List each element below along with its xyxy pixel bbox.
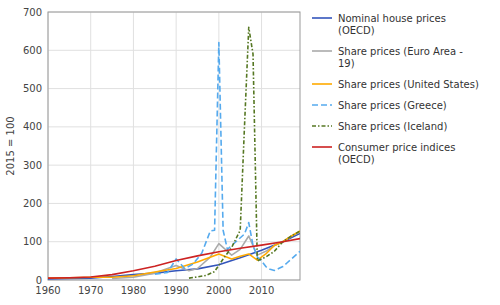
grid-line [261,12,262,280]
x-tick-label: 2010 [249,285,274,296]
grid-line [48,50,300,51]
y-axis-label: 2015 = 100 [5,116,16,175]
legend-swatch [312,104,332,106]
x-tick-label: 1980 [121,285,146,296]
legend-label: Nominal house prices(OECD) [338,13,446,36]
y-tick-label: 400 [23,121,42,132]
y-tick-label: 500 [23,83,42,94]
legend-label: Share prices (Greece) [338,100,447,111]
y-tick-label: 200 [23,198,42,209]
series-line [48,231,300,278]
legend-label: Consumer price indices(OECD) [338,142,455,165]
legend: Nominal house prices(OECD)Share prices (… [312,13,479,165]
legend-swatch [312,83,332,85]
series-line [189,27,300,278]
grid-line [48,126,300,127]
legend-swatch [312,17,332,19]
grid-line [48,241,300,242]
grid-line [90,12,91,280]
y-tick-label: 600 [23,45,42,56]
legend-label-line: Share prices (Iceland) [338,121,447,132]
x-tick-label: 1970 [78,285,103,296]
grid-line [48,88,300,89]
legend-label-line: Share prices (United States) [338,79,479,90]
legend-label: Share prices (Euro Area -19) [338,46,463,69]
legend-label-line: (OECD) [338,154,375,165]
series-line [155,43,300,275]
grid-line [133,12,134,280]
series-line [112,232,300,278]
series-line [48,239,300,278]
legend-swatch [312,146,332,148]
grid [48,12,300,280]
legend-label-line: Consumer price indices [338,142,455,153]
legend-swatch [312,50,332,52]
legend-swatch [312,125,332,127]
y-tick-label: 700 [23,7,42,18]
legend-label-line: 19) [338,58,355,69]
legend-label-line: Nominal house prices [338,13,446,24]
grid-line [48,165,300,166]
grid-line [176,12,177,280]
x-tick-label: 2000 [206,285,231,296]
legend-label-line: Share prices (Greece) [338,100,447,111]
grid-line [48,203,300,204]
legend-label: Share prices (Iceland) [338,121,447,132]
y-tick-label: 100 [23,236,42,247]
x-tick-label: 1960 [35,285,60,296]
y-tick-label: 0 [36,275,42,286]
y-tick-label: 300 [23,160,42,171]
legend-label-line: (OECD) [338,25,375,36]
plot-area [48,27,300,279]
legend-label: Share prices (United States) [338,79,479,90]
chart: 0 100 200 300 400 500 600 700 1960 1970 1980 1990 20… [0,0,500,305]
legend-label-line: Share prices (Euro Area - [338,46,463,57]
plot-frame [48,12,300,280]
x-tick-label: 1990 [163,285,188,296]
